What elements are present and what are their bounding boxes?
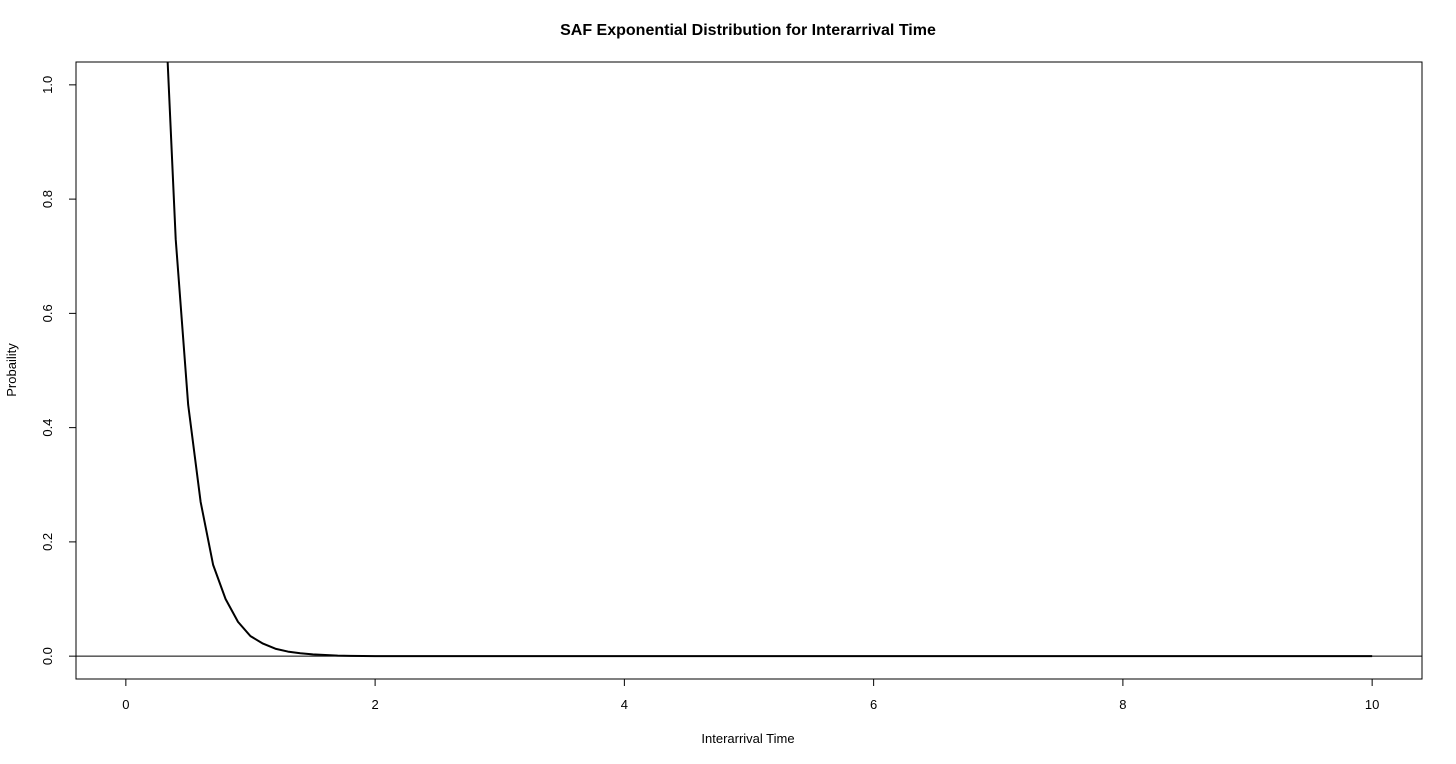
x-tick-label: 10 <box>1365 697 1379 712</box>
y-tick-label: 0.2 <box>40 533 55 551</box>
y-tick-label: 1.0 <box>40 76 55 94</box>
x-tick-label: 0 <box>122 697 129 712</box>
y-tick-label: 0.6 <box>40 304 55 322</box>
x-tick-label: 4 <box>621 697 628 712</box>
y-tick-label: 0.4 <box>40 419 55 437</box>
y-tick-label: 0.0 <box>40 647 55 665</box>
x-tick-label: 2 <box>371 697 378 712</box>
chart-title: SAF Exponential Distribution for Interar… <box>560 22 936 39</box>
y-tick-label: 0.8 <box>40 190 55 208</box>
series-line <box>166 62 1373 658</box>
x-tick-label: 6 <box>870 697 877 712</box>
y-axis: 0.0 0.2 0.4 0.6 0.8 1.0 <box>40 76 76 665</box>
plot-area <box>76 62 1422 658</box>
y-axis-label: Probaility <box>4 343 19 397</box>
plot-frame <box>75 61 1423 680</box>
x-axis: 0 2 4 6 8 10 <box>122 679 1379 712</box>
x-tick-label: 8 <box>1119 697 1126 712</box>
x-axis-label: Interarrival Time <box>701 731 794 746</box>
